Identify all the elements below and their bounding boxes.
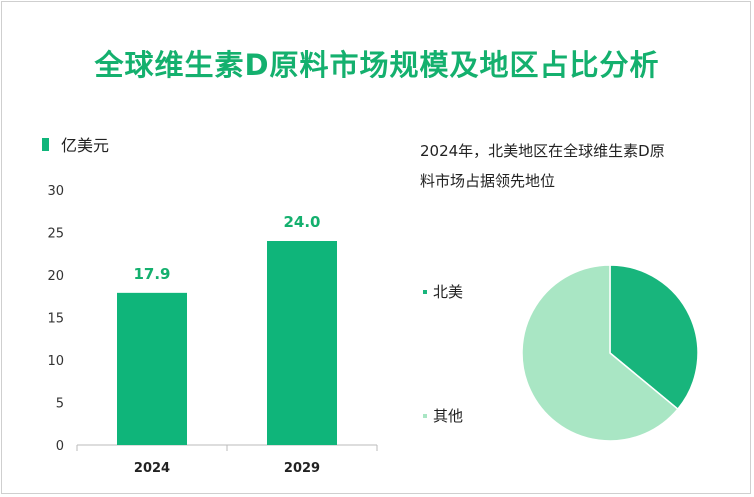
y-tick-label: 25 bbox=[47, 227, 64, 242]
pie-slice-north-america bbox=[609, 264, 699, 411]
page-title: 全球维生素D原料市场规模及地区占比分析 bbox=[94, 48, 660, 82]
y-tick-label: 0 bbox=[56, 439, 64, 454]
pie-slice-other bbox=[521, 264, 679, 442]
pie-legend-item-north-america: 北美 bbox=[423, 281, 463, 302]
bar-2024 bbox=[117, 292, 187, 445]
pie-legend-label-north-america: 北美 bbox=[433, 283, 464, 301]
y-tick-label: 20 bbox=[47, 269, 64, 284]
x-tick-label: 2024 bbox=[134, 461, 170, 476]
pie-legend-dot-north-america bbox=[423, 289, 427, 294]
legend-label: 亿美元 bbox=[61, 136, 110, 155]
x-tick-label: 2029 bbox=[284, 461, 320, 476]
y-tick-label: 15 bbox=[47, 312, 64, 327]
y-tick-label: 30 bbox=[47, 184, 64, 199]
pie-title-line-1: 2024年，北美地区在全球维生素D原 bbox=[420, 142, 665, 160]
bar-2029 bbox=[267, 241, 337, 445]
bar-value-label: 24.0 bbox=[283, 213, 320, 231]
bar-value-label: 17.9 bbox=[133, 265, 170, 283]
pie-legend-dot-other bbox=[423, 413, 427, 418]
legend-swatch bbox=[42, 137, 49, 151]
pie-title: 2024年，北美地区在全球维生素D原 料市场占据领先地位 bbox=[420, 136, 740, 196]
y-tick-label: 10 bbox=[47, 354, 64, 369]
bar-legend: 亿美元 bbox=[42, 132, 109, 156]
pie-title-line-2: 料市场占据领先地位 bbox=[420, 172, 556, 190]
pie-legend-label-other: 其他 bbox=[433, 407, 464, 425]
pie-legend-item-other: 其他 bbox=[423, 405, 463, 426]
y-tick-label: 5 bbox=[56, 397, 64, 412]
